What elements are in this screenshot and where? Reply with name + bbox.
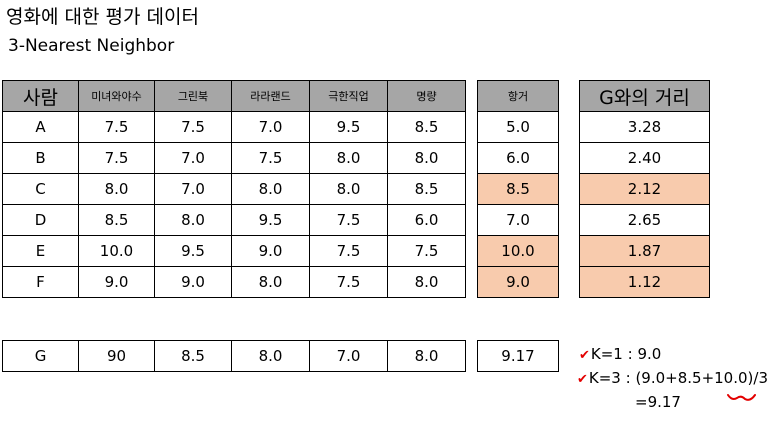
- ratings-header-row: 사람 미녀와야수 그린북 라라랜드 극한직업 명량: [2, 80, 466, 112]
- table-cell: 7.5: [78, 111, 155, 143]
- page-title: 영화에 대한 평가 데이터: [6, 6, 199, 28]
- table-cell: B: [2, 142, 79, 174]
- hyang-cell: 5.0: [477, 111, 559, 143]
- table-cell: 8.0: [309, 173, 388, 205]
- hyang-cell-highlighted: 10.0: [477, 235, 559, 267]
- table-cell: 8.5: [387, 173, 466, 205]
- header-movie-5: 명량: [387, 80, 466, 112]
- note-k1: ✔K=1 : 9.0: [579, 345, 661, 363]
- table-row: C 8.0 7.0 8.0 8.0 8.5: [2, 173, 466, 205]
- distance-cell-highlighted: 2.12: [579, 173, 710, 205]
- table-cell: 8.0: [387, 142, 466, 174]
- hyang-cell: 6.0: [477, 142, 559, 174]
- table-cell: 7.0: [231, 111, 310, 143]
- table-cell: 7.5: [309, 235, 388, 267]
- g-row: G 90 8.5 8.0 7.0 8.0: [2, 340, 466, 372]
- table-cell: 8.5: [78, 204, 155, 236]
- table-cell: 6.0: [387, 204, 466, 236]
- table-cell: 9.0: [154, 266, 232, 298]
- header-movie-4: 극한직업: [309, 80, 388, 112]
- table-row: E 10.0 9.5 9.0 7.5 7.5: [2, 235, 466, 267]
- g-hyang-table: 9.17: [477, 340, 559, 372]
- table-cell: 10.0: [78, 235, 155, 267]
- table-cell: A: [2, 111, 79, 143]
- table-cell: 7.0: [154, 173, 232, 205]
- note-k3: ✔K=3 : (9.0+8.5+10.0)/3: [577, 369, 768, 387]
- table-cell: 7.5: [78, 142, 155, 174]
- table-cell: D: [2, 204, 79, 236]
- g-row-table: G 90 8.5 8.0 7.0 8.0: [2, 340, 466, 372]
- page-subtitle: 3-Nearest Neighbor: [8, 36, 175, 56]
- hyang-cell-highlighted: 9.0: [477, 266, 559, 298]
- table-row: A 7.5 7.5 7.0 9.5 8.5: [2, 111, 466, 143]
- ratings-table: 사람 미녀와야수 그린북 라라랜드 극한직업 명량 A 7.5 7.5 7.0 …: [2, 80, 466, 298]
- note-k3-text: K=3 : (9.0+8.5+10.0)/3: [588, 369, 768, 387]
- note-result: =9.17: [635, 393, 681, 411]
- table-cell: 8.0: [231, 266, 310, 298]
- distance-cell: 3.28: [579, 111, 710, 143]
- table-cell: 7.5: [309, 266, 388, 298]
- table-cell: 7.5: [154, 111, 232, 143]
- table-cell: 8.0: [78, 173, 155, 205]
- table-cell: 8.5: [387, 111, 466, 143]
- red-checkmark-icon: ✔: [577, 372, 588, 387]
- table-cell: 9.5: [154, 235, 232, 267]
- distance-table: G와의 거리 3.28 2.40 2.12 2.65 1.87 1.12: [579, 80, 710, 298]
- header-person: 사람: [2, 80, 79, 112]
- hyang-column-table: 항거 5.0 6.0 8.5 7.0 10.0 9.0: [477, 80, 559, 298]
- header-movie-3: 라라랜드: [231, 80, 310, 112]
- table-cell: 8.0: [387, 266, 466, 298]
- header-hyang: 항거: [477, 80, 559, 112]
- table-row: D 8.5 8.0 9.5 7.5 6.0: [2, 204, 466, 236]
- table-row: B 7.5 7.0 7.5 8.0 8.0: [2, 142, 466, 174]
- table-cell: 7.5: [387, 235, 466, 267]
- g-cell: G: [2, 340, 79, 372]
- hyang-cell-highlighted: 8.5: [477, 173, 559, 205]
- g-cell: 7.0: [309, 340, 388, 372]
- table-cell: 9.0: [231, 235, 310, 267]
- table-cell: F: [2, 266, 79, 298]
- note-k1-text: K=1 : 9.0: [590, 345, 662, 363]
- table-cell: E: [2, 235, 79, 267]
- table-cell: 9.5: [231, 204, 310, 236]
- distance-cell-highlighted: 1.12: [579, 266, 710, 298]
- table-cell: 7.5: [309, 204, 388, 236]
- table-row: F 9.0 9.0 8.0 7.5 8.0: [2, 266, 466, 298]
- g-cell: 8.5: [154, 340, 232, 372]
- red-checkmark-icon: ✔: [579, 348, 590, 363]
- table-cell: C: [2, 173, 79, 205]
- table-cell: 7.5: [231, 142, 310, 174]
- header-movie-2: 그린북: [154, 80, 232, 112]
- g-cell: 8.0: [387, 340, 466, 372]
- header-distance: G와의 거리: [579, 80, 710, 112]
- table-cell: 9.5: [309, 111, 388, 143]
- g-hyang-cell: 9.17: [477, 340, 559, 372]
- distance-cell-highlighted: 1.87: [579, 235, 710, 267]
- table-cell: 8.0: [154, 204, 232, 236]
- header-movie-1: 미녀와야수: [78, 80, 155, 112]
- red-squiggle-underline: [727, 394, 756, 401]
- table-cell: 8.0: [231, 173, 310, 205]
- distance-cell: 2.65: [579, 204, 710, 236]
- distance-cell: 2.40: [579, 142, 710, 174]
- table-cell: 7.0: [154, 142, 232, 174]
- g-cell: 90: [78, 340, 155, 372]
- table-cell: 8.0: [309, 142, 388, 174]
- table-cell: 9.0: [78, 266, 155, 298]
- g-cell: 8.0: [231, 340, 310, 372]
- hyang-cell: 7.0: [477, 204, 559, 236]
